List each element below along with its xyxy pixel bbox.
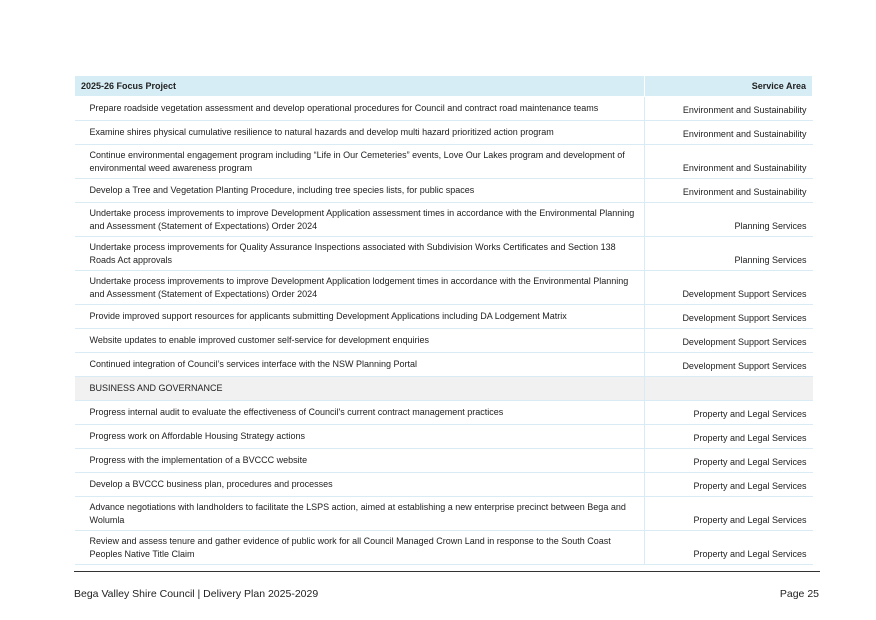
table-row: Continued integration of Council’s servi… <box>74 352 813 377</box>
section-empty <box>643 376 813 401</box>
service-area-cell: Property and Legal Services <box>643 400 813 425</box>
project-cell: Website updates to enable improved custo… <box>74 328 644 353</box>
footer-divider <box>74 571 820 572</box>
service-area-cell: Environment and Sustainability <box>643 144 813 179</box>
project-cell: Undertake process improvements to improv… <box>74 202 644 237</box>
table-row: Undertake process improvements to improv… <box>74 270 813 305</box>
service-area-cell: Property and Legal Services <box>643 424 813 449</box>
table-row: Review and assess tenure and gather evid… <box>74 530 813 565</box>
service-area-cell: Property and Legal Services <box>643 496 813 531</box>
table-row: Develop a Tree and Vegetation Planting P… <box>74 178 813 203</box>
project-cell: Progress work on Affordable Housing Stra… <box>74 424 644 449</box>
project-cell: Provide improved support resources for a… <box>74 304 644 329</box>
table-header: 2025-26 Focus Project Service Area <box>74 75 813 97</box>
service-area-cell: Environment and Sustainability <box>643 178 813 203</box>
service-area-cell: Environment and Sustainability <box>643 96 813 121</box>
table-row: Undertake process improvements for Quali… <box>74 236 813 271</box>
project-cell: Develop a BVCCC business plan, procedure… <box>74 472 644 497</box>
project-cell: Review and assess tenure and gather evid… <box>74 530 644 565</box>
project-cell: Progress internal audit to evaluate the … <box>74 400 644 425</box>
table-row: Provide improved support resources for a… <box>74 304 813 329</box>
table-row: Prepare roadside vegetation assessment a… <box>74 96 813 121</box>
service-area-cell: Planning Services <box>643 202 813 237</box>
project-cell: Progress with the implementation of a BV… <box>74 448 644 473</box>
footer-title: Bega Valley Shire Council | Delivery Pla… <box>74 588 319 600</box>
table-row: Progress with the implementation of a BV… <box>74 448 813 473</box>
project-cell: Undertake process improvements to improv… <box>74 270 644 305</box>
table-row: Undertake process improvements to improv… <box>74 202 813 237</box>
project-cell: Continued integration of Council’s servi… <box>74 352 644 377</box>
table-row: Website updates to enable improved custo… <box>74 328 813 353</box>
service-area-cell: Development Support Services <box>643 328 813 353</box>
service-area-cell: Property and Legal Services <box>643 472 813 497</box>
section-label: BUSINESS AND GOVERNANCE <box>74 376 644 401</box>
project-cell: Advance negotiations with landholders to… <box>74 496 644 531</box>
section-row: BUSINESS AND GOVERNANCE <box>74 376 813 401</box>
table-row: Develop a BVCCC business plan, procedure… <box>74 472 813 497</box>
service-area-cell: Property and Legal Services <box>643 530 813 565</box>
header-focus-project: 2025-26 Focus Project <box>74 75 645 97</box>
table-row: Progress work on Affordable Housing Stra… <box>74 424 813 449</box>
page-number: Page 25 <box>779 588 819 600</box>
header-service-area: Service Area <box>643 75 813 97</box>
table-row: Advance negotiations with landholders to… <box>74 496 813 531</box>
service-area-cell: Development Support Services <box>643 352 813 377</box>
service-area-cell: Development Support Services <box>643 304 813 329</box>
project-cell: Undertake process improvements for Quali… <box>74 236 644 271</box>
service-area-cell: Planning Services <box>643 236 813 271</box>
project-cell: Examine shires physical cumulative resil… <box>74 120 644 145</box>
project-cell: Prepare roadside vegetation assessment a… <box>74 96 644 121</box>
service-area-cell: Development Support Services <box>643 270 813 305</box>
focus-project-table: 2025-26 Focus Project Service Area Prepa… <box>74 75 813 565</box>
table-row: Examine shires physical cumulative resil… <box>74 120 813 145</box>
table-row: Continue environmental engagement progra… <box>74 144 813 179</box>
project-cell: Develop a Tree and Vegetation Planting P… <box>74 178 644 203</box>
service-area-cell: Property and Legal Services <box>643 448 813 473</box>
project-cell: Continue environmental engagement progra… <box>74 144 644 179</box>
table-row: Progress internal audit to evaluate the … <box>74 400 813 425</box>
service-area-cell: Environment and Sustainability <box>643 120 813 145</box>
